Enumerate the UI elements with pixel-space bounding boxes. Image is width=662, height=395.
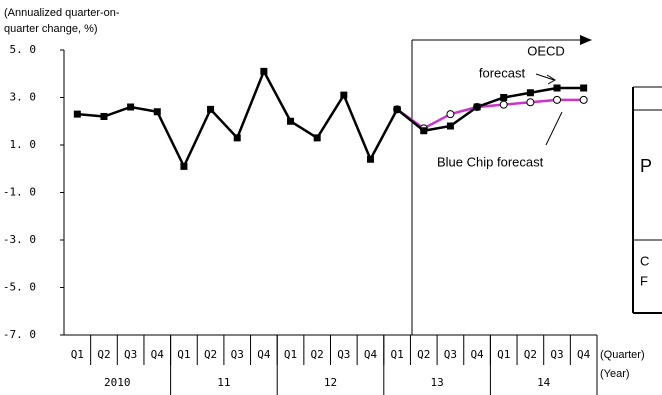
line-series [396, 98, 584, 130]
marker [473, 103, 481, 111]
x-tick-label: Q1 [71, 348, 84, 361]
marker [340, 91, 348, 99]
oecd-label: forecast [479, 65, 526, 80]
x-tick-label: Q3 [444, 348, 457, 361]
year-axis-label: (Year) [600, 368, 630, 380]
year-label: 2010 [104, 376, 131, 389]
marker [180, 162, 188, 170]
marker [446, 110, 455, 119]
year-label: 12 [324, 376, 337, 389]
marker [313, 134, 321, 142]
marker [526, 89, 534, 97]
x-tick-label: Q1 [284, 348, 297, 361]
marker [287, 117, 295, 125]
y-tick-label: -7. 0 [3, 328, 36, 341]
marker [393, 105, 401, 113]
x-tick-label: Q2 [524, 348, 537, 361]
marker [553, 84, 561, 92]
x-tick-label: Q2 [97, 348, 110, 361]
blue-chip-label: Blue Chip forecast [437, 154, 544, 169]
panel-text: P [640, 156, 652, 176]
y-tick-label: 1. 0 [10, 138, 37, 151]
marker [260, 67, 268, 75]
marker [499, 100, 508, 109]
marker [580, 84, 588, 92]
y-tick-label: -5. 0 [3, 281, 36, 294]
year-label: 14 [537, 376, 551, 389]
marker [420, 127, 428, 135]
x-tick-label: Q2 [311, 348, 324, 361]
oecd-label: OECD [527, 43, 565, 58]
marker [233, 134, 241, 142]
marker [500, 94, 508, 101]
x-tick-label: Q1 [497, 348, 510, 361]
y-tick-label: -3. 0 [3, 233, 36, 246]
x-axis-label: (Quarter) [600, 349, 645, 361]
year-label: 11 [217, 376, 230, 389]
marker [553, 95, 562, 104]
marker [366, 155, 374, 163]
year-label: 13 [430, 376, 443, 389]
x-tick-label: Q1 [391, 348, 404, 361]
marker [127, 103, 135, 111]
pointer-head [546, 74, 556, 85]
cropped-panel: P C F [632, 86, 662, 314]
x-tick-label: Q4 [364, 348, 378, 361]
x-tick-label: Q2 [417, 348, 430, 361]
panel-text: F [640, 273, 648, 288]
marker [100, 113, 108, 120]
x-tick-label: Q3 [124, 348, 137, 361]
x-tick-label: Q3 [337, 348, 350, 361]
y-axis-label: quarter change, %) [4, 23, 98, 35]
marker [73, 110, 81, 118]
x-tick-label: Q3 [231, 348, 244, 361]
x-tick-label: Q1 [177, 348, 190, 361]
pointer [545, 111, 563, 146]
panel-text: C [640, 253, 649, 268]
line-series [77, 68, 584, 170]
pointer [535, 73, 555, 81]
x-tick-label: Q4 [151, 348, 165, 361]
x-tick-label: Q4 [470, 348, 484, 361]
y-tick-label: 5. 0 [10, 43, 37, 56]
y-tick-label: 3. 0 [10, 91, 37, 104]
x-tick-label: Q4 [577, 348, 591, 361]
y-axis-label: (Annualized quarter-on- [4, 7, 120, 19]
x-tick-label: Q4 [257, 348, 271, 361]
marker [579, 95, 588, 104]
marker [526, 98, 535, 107]
x-tick-label: Q3 [550, 348, 563, 361]
arrow-head [580, 35, 592, 45]
x-tick-label: Q2 [204, 348, 217, 361]
marker [153, 108, 161, 116]
marker [446, 122, 454, 130]
marker [207, 105, 215, 113]
y-tick-label: -1. 0 [3, 186, 36, 199]
